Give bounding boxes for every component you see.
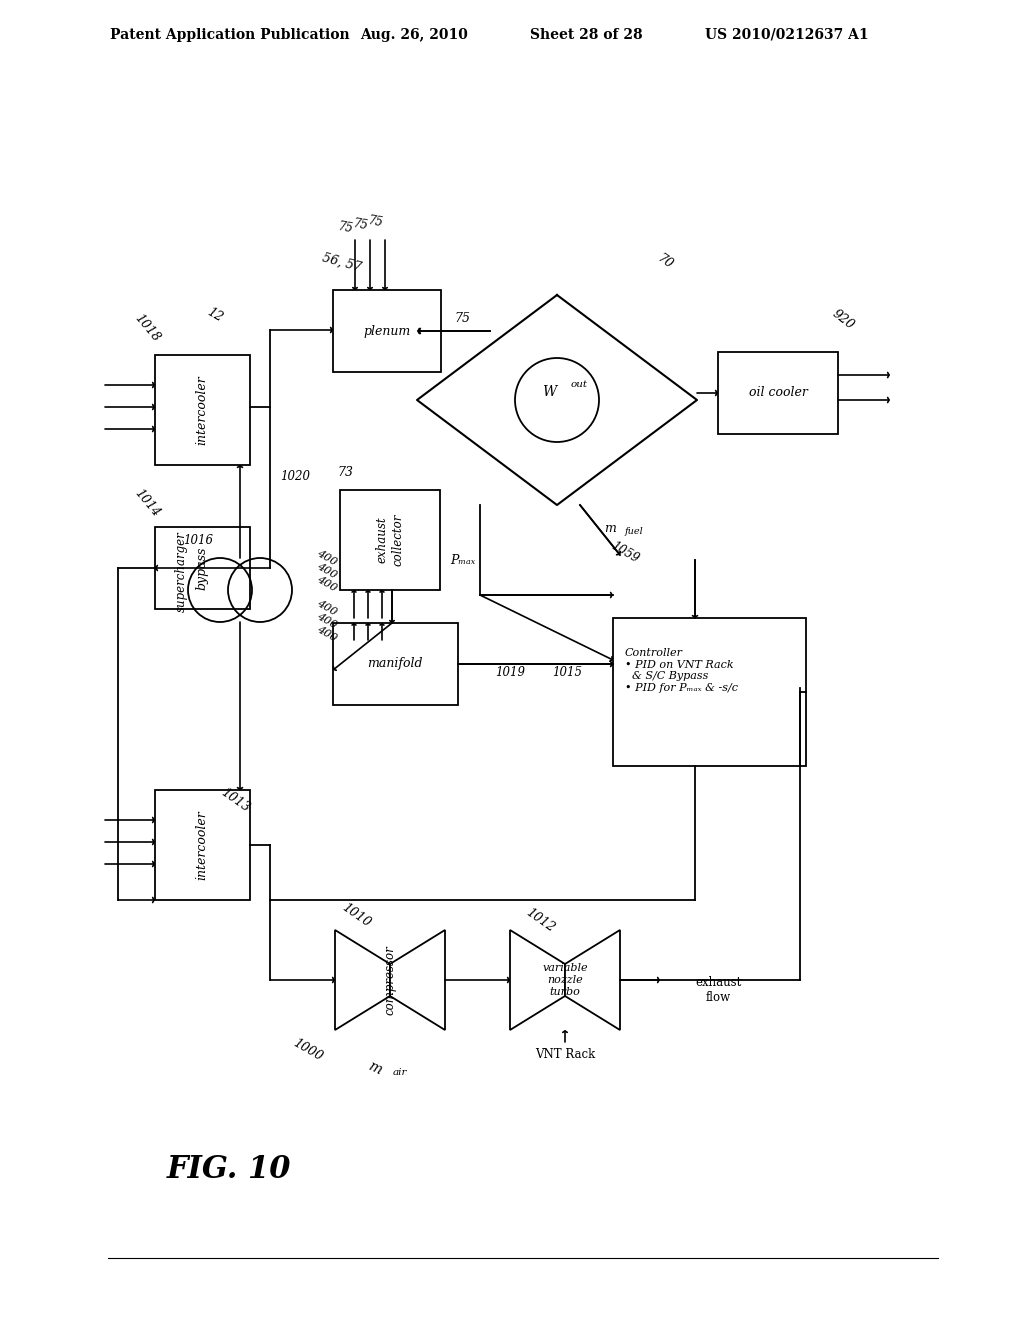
Text: 400: 400 (315, 598, 339, 618)
Text: out: out (571, 380, 588, 389)
Text: 400: 400 (315, 561, 339, 581)
Text: bypass: bypass (196, 546, 209, 590)
Polygon shape (565, 931, 620, 1030)
Text: oil cooler: oil cooler (749, 387, 808, 400)
Text: 400: 400 (315, 624, 339, 644)
Text: 1010: 1010 (339, 900, 373, 929)
Text: 1015: 1015 (552, 665, 582, 678)
Text: 1013: 1013 (218, 785, 252, 814)
Bar (155, 527, 250, 609)
Text: plenum: plenum (364, 325, 411, 338)
Text: 73: 73 (337, 466, 353, 479)
Bar (155, 789, 250, 900)
Text: Patent Application Publication: Patent Application Publication (110, 28, 349, 42)
Text: Controller
• PID on VNT Rack
  & S/C Bypass
• PID for Pₘₐₓ & -s/c: Controller • PID on VNT Rack & S/C Bypas… (625, 648, 738, 693)
Text: 1020: 1020 (280, 470, 310, 483)
Text: 400: 400 (315, 574, 339, 594)
Polygon shape (510, 931, 565, 1030)
Text: supercharger: supercharger (174, 532, 187, 612)
Bar (155, 355, 250, 465)
Text: 1059: 1059 (608, 539, 641, 565)
Text: air: air (393, 1068, 408, 1077)
Text: 1016: 1016 (183, 533, 213, 546)
Bar (333, 623, 458, 705)
Text: m: m (604, 521, 616, 535)
Text: variable
nozzle
turbo: variable nozzle turbo (542, 964, 588, 997)
Text: 12: 12 (205, 305, 225, 325)
Text: Sheet 28 of 28: Sheet 28 of 28 (530, 28, 643, 42)
Text: 75: 75 (454, 312, 470, 325)
Text: 1019: 1019 (495, 665, 525, 678)
Text: W: W (542, 385, 556, 399)
Text: exhaust
flow: exhaust flow (695, 975, 741, 1005)
Polygon shape (335, 931, 390, 1030)
Text: 75: 75 (368, 214, 385, 230)
Text: Aug. 26, 2010: Aug. 26, 2010 (360, 28, 468, 42)
Bar (613, 618, 806, 766)
Text: 75: 75 (352, 218, 370, 232)
Text: compressor: compressor (384, 945, 396, 1015)
Text: intercooler: intercooler (196, 810, 209, 880)
Text: exhaust
collector: exhaust collector (376, 513, 404, 566)
Text: FIG. 10: FIG. 10 (167, 1154, 292, 1185)
Text: 1018: 1018 (132, 312, 162, 345)
Text: fuel: fuel (625, 527, 644, 536)
Text: US 2010/0212637 A1: US 2010/0212637 A1 (705, 28, 868, 42)
Bar (333, 290, 441, 372)
Text: 1000: 1000 (291, 1036, 325, 1064)
Text: 1014: 1014 (132, 487, 162, 520)
Text: 400: 400 (315, 548, 339, 568)
Text: 70: 70 (654, 252, 675, 272)
Bar (718, 352, 838, 434)
Text: intercooler: intercooler (196, 375, 209, 445)
Text: 1012: 1012 (523, 906, 557, 935)
Polygon shape (390, 931, 445, 1030)
Text: Pₘₐₓ: Pₘₐₓ (451, 553, 475, 566)
Text: 75: 75 (338, 220, 354, 236)
Text: VNT Rack: VNT Rack (535, 1048, 595, 1061)
Bar (340, 490, 440, 590)
Text: 56, 57: 56, 57 (321, 252, 362, 275)
Text: manifold: manifold (368, 657, 423, 671)
Text: m: m (367, 1059, 384, 1077)
Text: 920: 920 (829, 308, 856, 333)
Text: 400: 400 (315, 611, 339, 631)
